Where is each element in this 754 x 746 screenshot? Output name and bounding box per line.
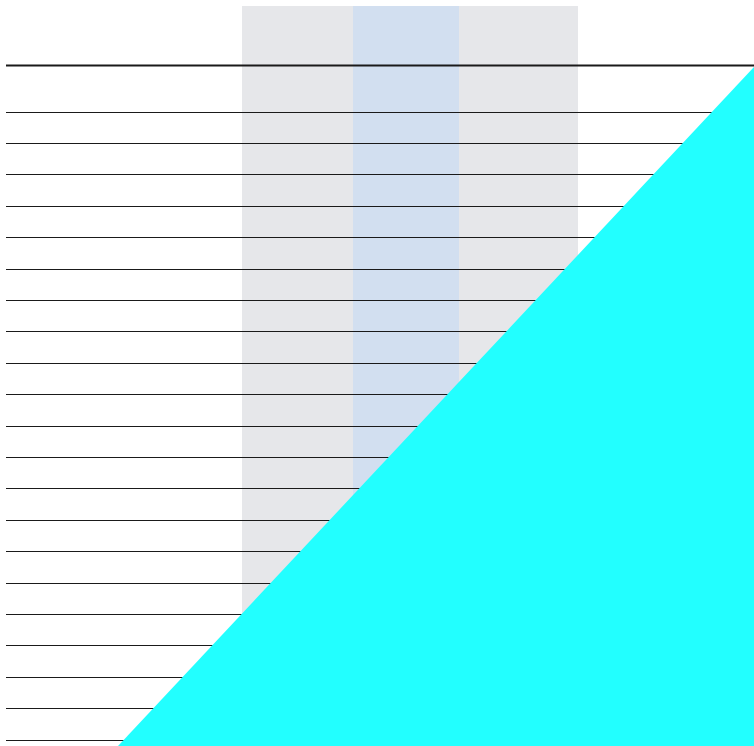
cyan-overlay-triangle	[118, 67, 754, 746]
